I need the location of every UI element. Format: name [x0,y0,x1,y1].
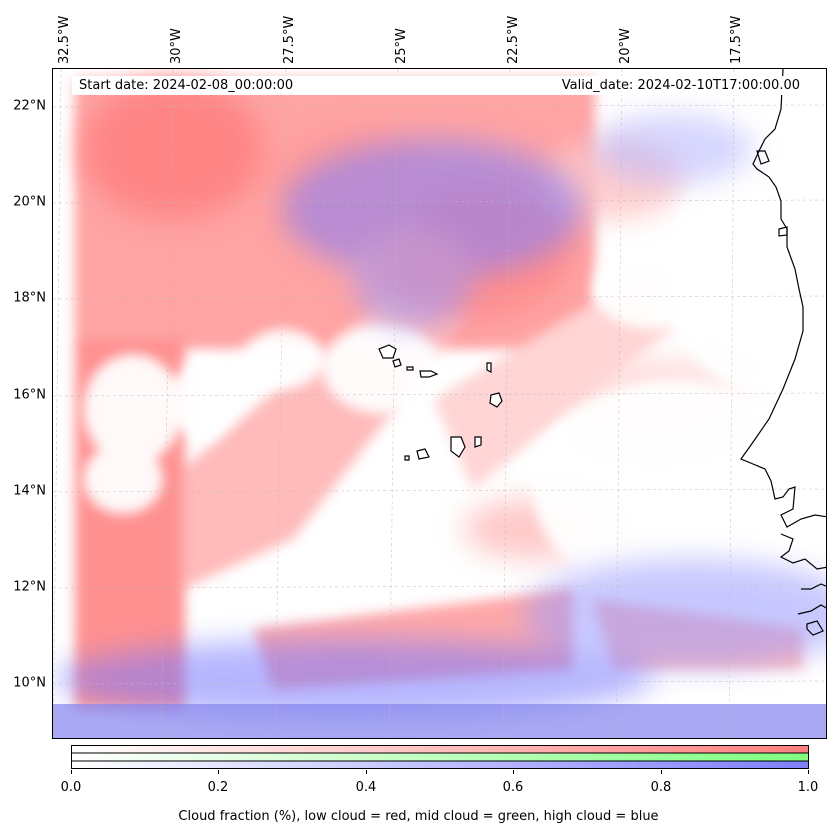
colorbar-tick-3 [513,770,514,774]
lat-label-12n: 12°N [13,579,46,595]
lon-label-25w: 25°W [394,28,409,64]
coastline-africa [740,69,826,636]
valid-date-text: Valid_date: 2024-02-10T17:00:00.00 [561,78,800,93]
info-banner [72,76,808,95]
colorbar-label-4: 0.8 [650,780,672,795]
colorbar-high-cloud [71,760,809,769]
lon-label-27-5w: 27.5°W [282,15,297,64]
colorbar-title: Cloud fraction (%), low cloud = red, mid… [178,809,659,824]
map-panel [52,68,827,739]
lon-label-17-5w: 17.5°W [729,15,744,64]
lat-label-20n: 20°N [13,194,46,210]
coastline-cape-verde [378,344,503,461]
start-date-text: Start date: 2024-02-08_00:00:00 [79,78,294,93]
colorbar-label-0: 0.0 [60,780,82,795]
lat-label-16n: 16°N [13,387,46,403]
colorbar-mid-cloud [71,752,809,762]
lat-label-22n: 22°N [13,98,46,114]
lon-label-20w: 20°W [618,28,633,64]
lat-label-18n: 18°N [13,290,46,306]
colorbar-label-1: 0.2 [207,780,229,795]
colorbar-label-3: 0.6 [502,780,524,795]
lon-label-32-5w: 32.5°W [57,15,72,64]
gridlines [53,69,826,738]
cloud-fraction-map [53,69,826,738]
colorbar-label-2: 0.4 [355,780,377,795]
colorbar-tick-5 [808,770,809,774]
lat-label-14n: 14°N [13,483,46,499]
clear-patches [83,149,826,599]
lat-label-10n: 10°N [13,675,46,691]
colorbar-low-cloud [71,745,809,754]
colorbar-tick-0 [71,770,72,774]
colorbar-tick-1 [218,770,219,774]
colorbar-tick-2 [366,770,367,774]
colorbar [71,745,809,769]
lon-label-30w: 30°W [169,28,184,64]
colorbar-tick-4 [661,770,662,774]
colorbar-label-5: 1.0 [797,780,819,795]
lon-label-22-5w: 22.5°W [506,15,521,64]
